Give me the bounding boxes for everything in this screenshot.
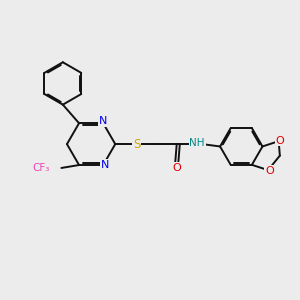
Text: N: N <box>99 116 107 126</box>
Text: S: S <box>133 138 140 151</box>
Text: N: N <box>101 160 109 170</box>
Text: NH: NH <box>189 138 205 148</box>
Text: O: O <box>276 136 284 146</box>
Text: O: O <box>172 163 181 173</box>
Text: O: O <box>265 166 274 176</box>
Text: CF₃: CF₃ <box>32 163 50 173</box>
